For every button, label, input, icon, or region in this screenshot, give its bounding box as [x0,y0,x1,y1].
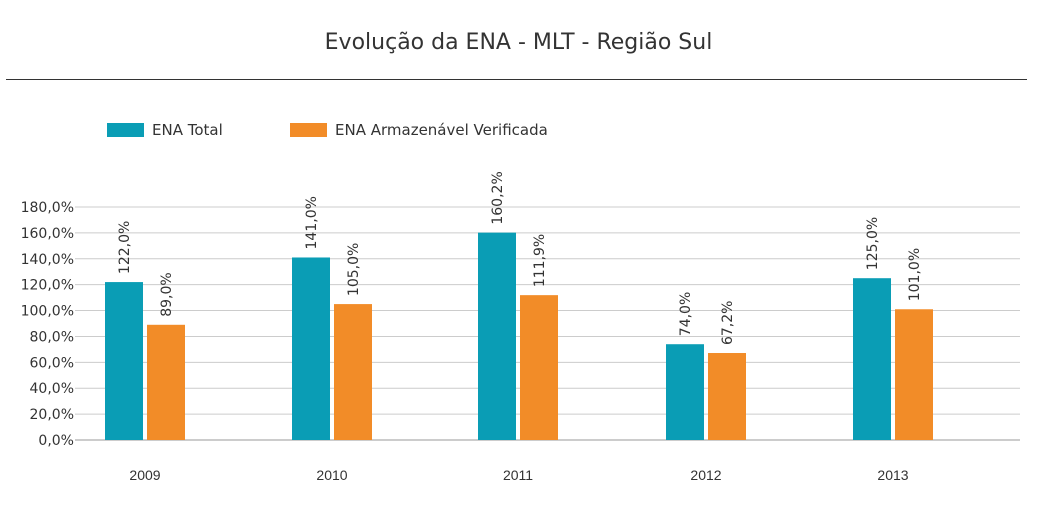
data-label-2011-series-1: 160,2% [490,171,506,224]
data-label-2012-series-1: 74,0% [678,292,694,336]
bar-2012-series-2 [708,353,746,440]
legend-label-1: ENA Total [152,121,223,139]
data-label-2013-series-2: 101,0% [907,248,923,301]
bar-2013-series-2 [895,309,933,440]
data-label-2009-series-1: 122,0% [117,221,133,274]
y-tick-label: 120,0% [21,278,74,294]
data-label-2012-series-2: 67,2% [720,301,736,345]
data-label-2010-series-2: 105,0% [346,243,362,296]
x-axis-categories: 2009 2010 2011 2012 2013 [129,467,908,483]
bar-2013-series-1 [853,278,891,440]
bar-2009-series-1 [105,282,143,440]
data-labels: 122,0% 89,0% 141,0% 105,0% 160,2% 111,9% 74,0%… [117,171,923,345]
bar-2010-series-2 [334,304,372,440]
x-category-label: 2009 [129,467,160,483]
y-tick-label: 100,0% [21,304,74,320]
legend-swatch-1 [107,123,144,137]
data-label-2011-series-2: 111,9% [532,234,548,287]
chart-title: Evolução da ENA - MLT - Região Sul [324,30,713,55]
bar-2010-series-1 [292,257,330,440]
data-label-2010-series-1: 141,0% [304,196,320,249]
y-tick-label: 80,0% [30,329,74,345]
legend: ENA Total ENA Armazenável Verificada [107,121,548,139]
bars [105,232,933,440]
legend-swatch-2 [290,123,327,137]
bar-2012-series-1 [666,344,704,440]
y-tick-label: 180,0% [21,200,74,216]
title-divider [6,79,1027,80]
y-tick-label: 140,0% [21,252,74,268]
y-axis-ticks: 0,0% 20,0% 40,0% 60,0% 80,0% 100,0% 120,0% 140,… [21,200,74,449]
bar-2011-series-1 [478,232,516,440]
x-category-label: 2011 [503,467,533,483]
y-tick-label: 160,0% [21,226,74,242]
y-tick-label: 60,0% [30,355,74,371]
x-category-label: 2013 [877,467,908,483]
data-label-2009-series-2: 89,0% [159,272,175,316]
y-tick-label: 0,0% [38,433,74,449]
data-label-2013-series-1: 125,0% [865,217,881,270]
y-tick-label: 20,0% [30,407,74,423]
legend-label-2: ENA Armazenável Verificada [335,121,548,139]
x-category-label: 2010 [316,467,347,483]
bar-2011-series-2 [520,295,558,440]
bar-2009-series-2 [147,324,185,440]
y-tick-label: 40,0% [30,381,74,397]
x-category-label: 2012 [690,467,721,483]
